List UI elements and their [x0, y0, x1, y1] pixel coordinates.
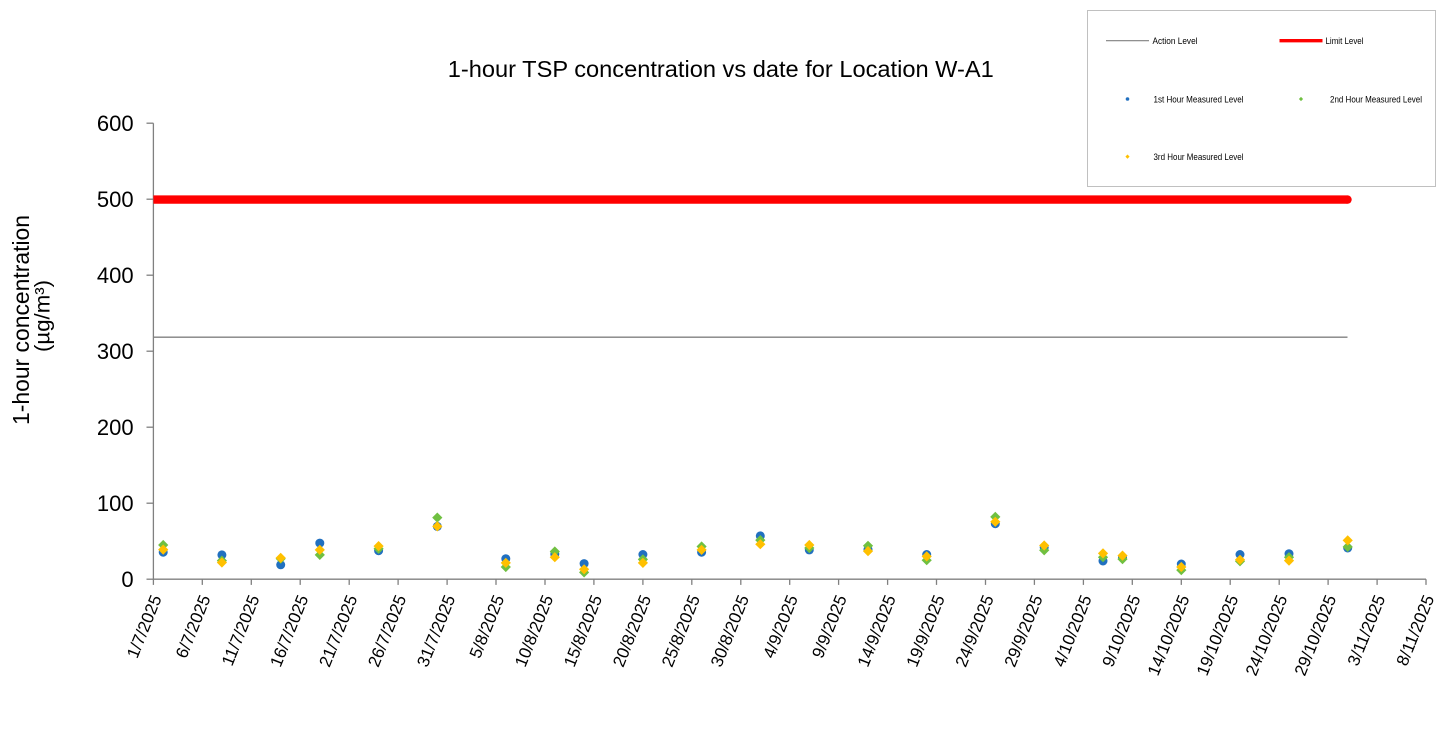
svg-text:Action Level: Action Level: [1153, 36, 1198, 46]
svg-text:200: 200: [97, 415, 134, 440]
svg-text:400: 400: [97, 263, 134, 288]
svg-text:1-hour TSP concentration vs da: 1-hour TSP concentration vs date for Loc…: [448, 56, 994, 82]
svg-text:1st Hour Measured Level: 1st Hour Measured Level: [1154, 94, 1244, 104]
svg-text:(µg/m³): (µg/m³): [32, 280, 55, 352]
svg-text:300: 300: [97, 339, 134, 364]
svg-text:100: 100: [97, 491, 134, 516]
svg-text:3rd Hour Measured Level: 3rd Hour Measured Level: [1154, 152, 1244, 162]
svg-text:1-hour concentration: 1-hour concentration: [8, 215, 34, 425]
svg-text:Limit Level: Limit Level: [1326, 36, 1364, 46]
svg-text:0: 0: [121, 567, 133, 592]
svg-text:2nd Hour Measured Level: 2nd Hour Measured Level: [1330, 94, 1422, 104]
svg-text:600: 600: [97, 111, 134, 136]
svg-text:500: 500: [97, 187, 134, 212]
